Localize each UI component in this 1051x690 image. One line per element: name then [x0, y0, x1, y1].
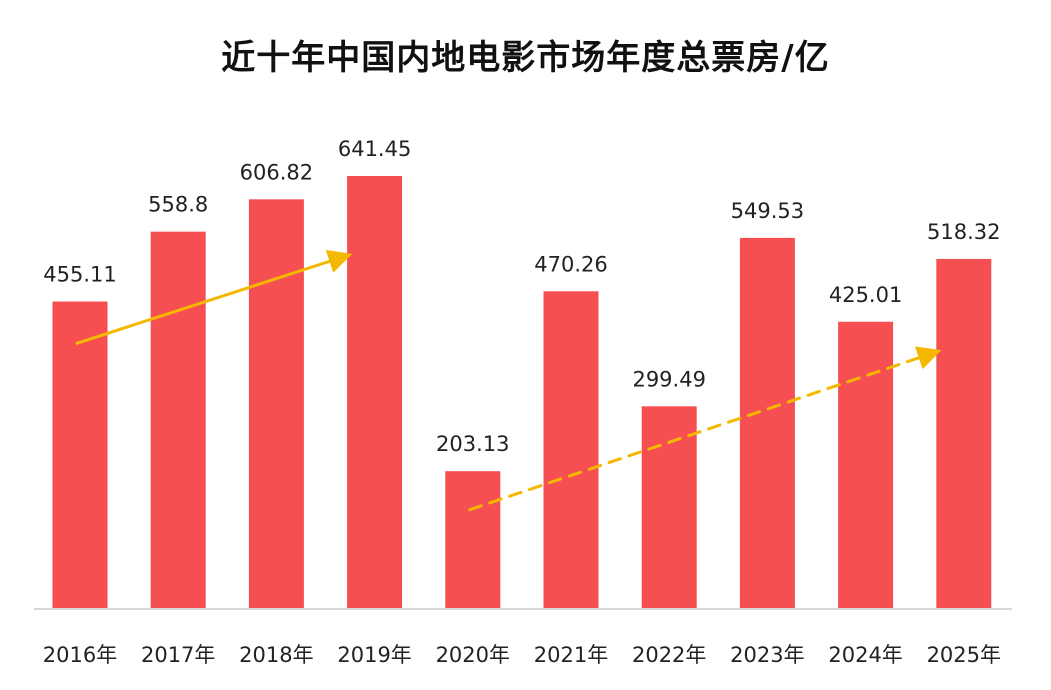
x-tick-label-0: 2016年 — [43, 643, 117, 667]
bar-3 — [347, 176, 403, 608]
value-label-3: 641.45 — [338, 137, 411, 161]
x-tick-label-2: 2018年 — [239, 643, 313, 667]
bar-2 — [248, 199, 304, 609]
bar-4 — [445, 471, 501, 608]
bar-1 — [150, 231, 206, 608]
x-tick-label-9: 2025年 — [927, 643, 1001, 667]
bar-6 — [641, 406, 697, 608]
chart-title: 近十年中国内地电影市场年度总票房/亿 — [221, 38, 830, 78]
x-tick-label-1: 2017年 — [141, 643, 215, 667]
trend-arrow-0 — [75, 249, 353, 345]
value-label-0: 455.11 — [43, 262, 116, 286]
x-tick-label-8: 2024年 — [828, 643, 902, 667]
x-tick-label-4: 2020年 — [436, 643, 510, 667]
x-tick-label-5: 2021年 — [534, 643, 608, 667]
x-tick-label-7: 2023年 — [730, 643, 804, 667]
value-label-4: 203.13 — [436, 432, 509, 456]
bar-8 — [838, 321, 894, 608]
value-label-1: 558.8 — [148, 193, 208, 217]
value-label-7: 549.53 — [731, 199, 804, 223]
bar-5 — [543, 291, 599, 608]
x-tick-label-6: 2022年 — [632, 643, 706, 667]
value-label-6: 299.49 — [632, 367, 705, 391]
value-label-2: 606.82 — [240, 160, 313, 184]
x-tick-label-3: 2019年 — [337, 643, 411, 667]
bar-9 — [936, 258, 992, 608]
bar-0 — [52, 301, 108, 608]
value-label-5: 470.26 — [534, 252, 607, 276]
value-label-9: 518.32 — [927, 220, 1000, 244]
trend-arrow-1 — [468, 346, 942, 512]
bar-7 — [739, 237, 795, 608]
value-label-8: 425.01 — [829, 283, 902, 307]
